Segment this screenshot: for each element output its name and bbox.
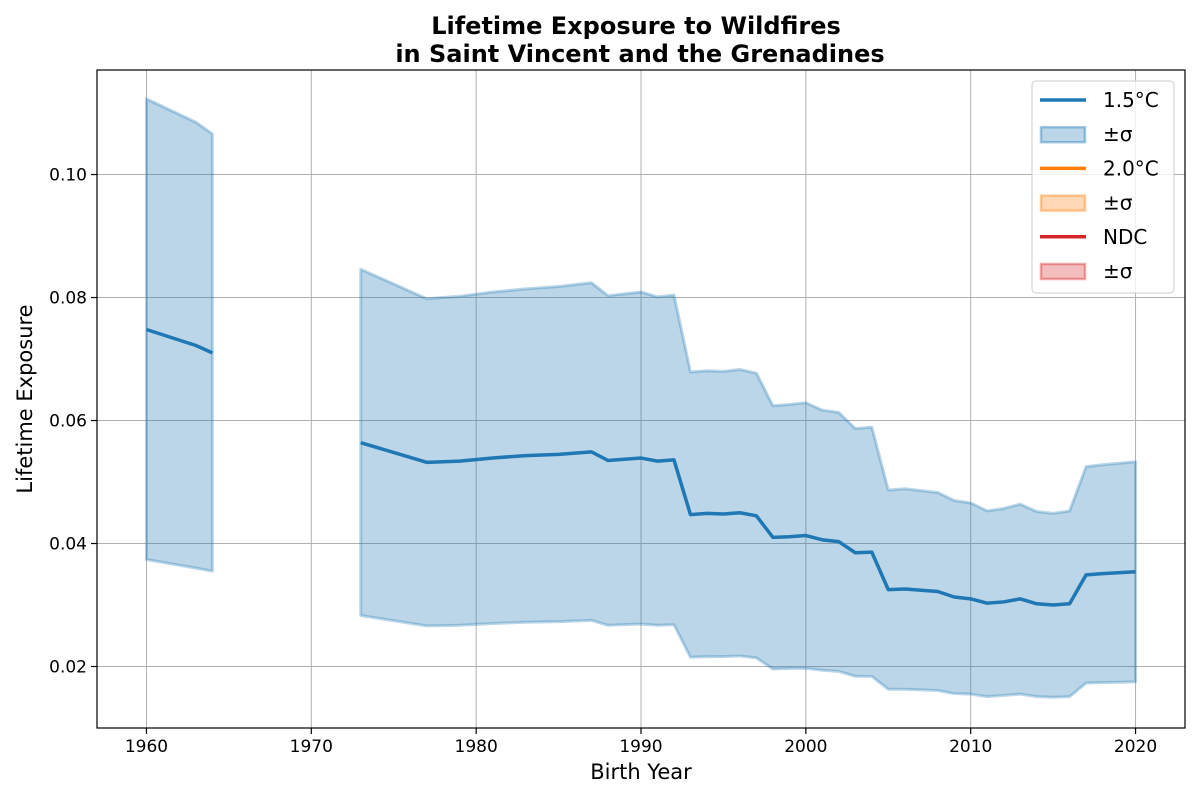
legend-label: ±σ [1103,259,1133,283]
x-tick-label: 1960 [125,737,168,757]
x-tick-label: 2000 [784,737,827,757]
y-tick-label: 0.06 [49,412,87,432]
y-tick-label: 0.10 [49,166,87,186]
legend-label: ±σ [1103,191,1133,215]
uncertainty-bands [144,97,1138,699]
y-axis-ticks: 0.02 0.04 0.06 0.08 0.10 [49,166,97,678]
grid-lines [97,70,1185,728]
mean-line [145,327,214,355]
y-tick-label: 0.08 [49,289,87,309]
x-tick-label: 2020 [1114,737,1157,757]
y-tick-label: 0.04 [49,535,87,555]
legend-band-swatch [1039,125,1087,144]
x-axis-label: Birth Year [590,760,692,784]
x-tick-label: 1990 [619,737,662,757]
legend-band-swatch [1039,194,1087,212]
legend-label: 2.0°C [1103,156,1159,180]
std-band [359,267,1138,699]
x-tick-label: 1980 [455,737,498,757]
x-axis-ticks: 1960 1970 1980 1990 2000 2010 2020 [125,728,1157,757]
chart-title-line1: Lifetime Exposure to Wildfires [431,12,841,40]
mean-line [360,440,1136,607]
std-band [144,97,214,573]
legend-label: ±σ [1103,122,1133,146]
y-axis-label: Lifetime Exposure [13,304,37,493]
x-tick-label: 2010 [949,737,992,757]
legend-label: 1.5°C [1103,88,1159,112]
legend-box [1031,80,1175,294]
y-tick-label: 0.02 [49,658,87,678]
x-tick-label: 1970 [290,737,333,757]
series-lines [145,327,1136,607]
legend-label: NDC [1103,225,1147,249]
legend-band-swatch [1039,262,1087,281]
chart-title-line2: in Saint Vincent and the Grenadines [395,40,884,68]
legend: 1.5°C ±σ 2.0°C ±σ NDC ±σ [1031,80,1175,294]
